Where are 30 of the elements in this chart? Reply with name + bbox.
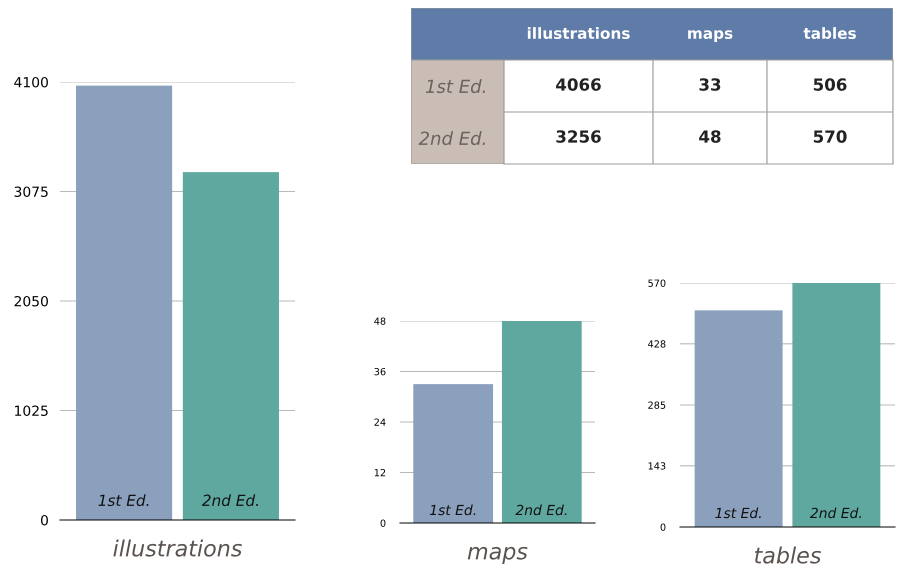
x-axis-title: maps [468,546,528,564]
y-tick-label: 1025 [15,405,48,416]
x-tick-label: maps [688,30,732,42]
data-label: 570 [814,130,847,143]
y-tick-label: 0 [660,523,666,531]
y-tick-label: 2050 [14,296,48,306]
y-tick-label: 0 [40,514,48,526]
data-label: 506 [814,78,846,91]
x-axis-title: illustrations [113,539,242,557]
x-tick-label: 2nd Ed. [810,507,861,518]
y-tick-label: 428 [648,340,666,348]
y-tick-label: 4100 [14,76,48,88]
x-tick-label: illustrations [528,27,630,39]
y-tick-label: 48 [374,317,386,325]
y-tick-label: 3075 [14,186,48,197]
data-label: 33 [700,78,720,91]
y-tick-label: 12 [374,468,386,476]
y-tick-label: 570 [648,279,666,287]
x-axis-title: tables [754,546,821,564]
y-tick-label: 36 [374,368,386,376]
data-label: 48 [699,130,721,143]
x-tick-label: 1st Ed. [715,507,761,518]
data-label: 3256 [556,130,601,143]
y-tick-label: 0 [380,519,386,527]
y-tick-label: 285 [648,401,666,409]
x-tick-label: tables [804,27,856,39]
y-tick-label: 24 [374,418,386,426]
y-tick-label: 143 [648,462,666,470]
x-tick-label: 2nd Ed. [515,504,566,516]
data-label: 4066 [556,78,601,91]
